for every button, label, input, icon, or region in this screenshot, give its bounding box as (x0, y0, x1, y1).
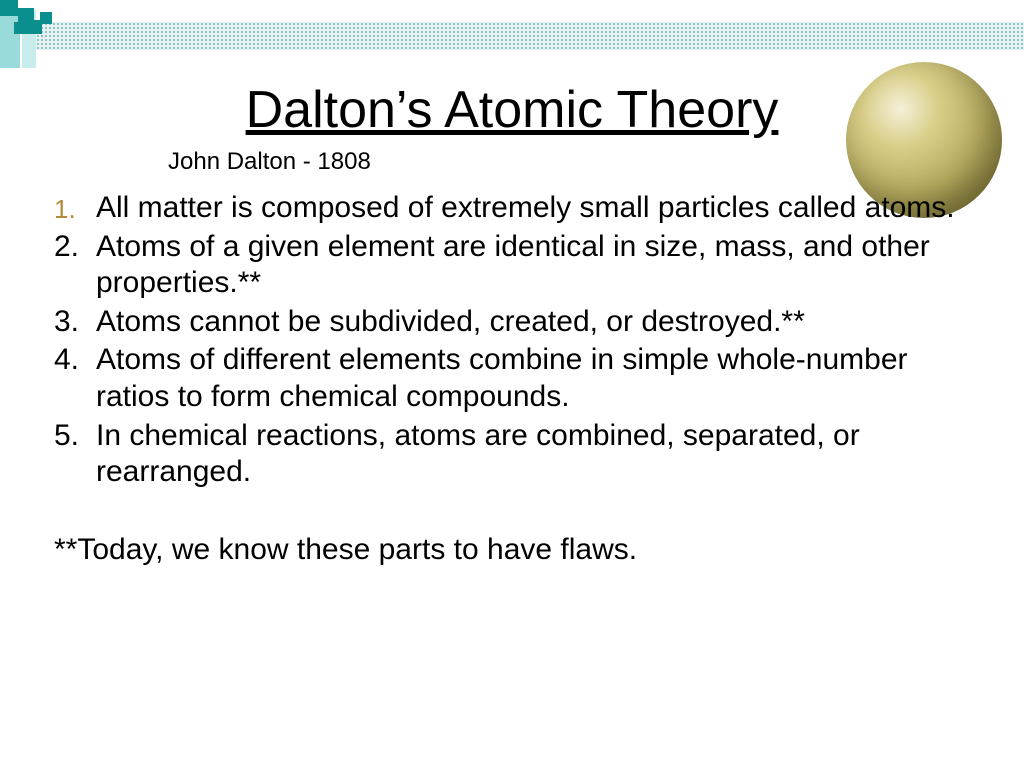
slide-content: Dalton’s Atomic Theory John Dalton - 180… (40, 80, 984, 567)
item-text: Atoms of a given element are identical i… (96, 230, 930, 300)
item-text: Atoms cannot be subdivided, created, or … (96, 305, 805, 338)
list-item: 4. Atoms of different elements combine i… (40, 342, 984, 415)
list-item: 5. In chemical reactions, atoms are comb… (40, 418, 984, 491)
slide-title: Dalton’s Atomic Theory (40, 80, 984, 140)
item-number: 3. (54, 304, 79, 341)
item-number: 4. (54, 342, 79, 379)
list-item: 1. All matter is composed of extremely s… (40, 190, 984, 227)
item-number: 2. (54, 229, 79, 266)
corner-decoration (0, 0, 60, 70)
item-number: 1. (54, 194, 76, 226)
list-item: 2. Atoms of a given element are identica… (40, 229, 984, 302)
item-text: All matter is composed of extremely smal… (96, 191, 955, 224)
item-number: 5. (54, 418, 79, 455)
theory-points-list: 1. All matter is composed of extremely s… (40, 190, 984, 491)
footnote: **Today, we know these parts to have fla… (40, 533, 984, 567)
item-text: In chemical reactions, atoms are combine… (96, 419, 860, 489)
list-item: 3. Atoms cannot be subdivided, created, … (40, 304, 984, 341)
item-text: Atoms of different elements combine in s… (96, 343, 908, 413)
top-pattern-band (36, 22, 1024, 50)
slide-subtitle: John Dalton - 1808 (168, 148, 984, 176)
